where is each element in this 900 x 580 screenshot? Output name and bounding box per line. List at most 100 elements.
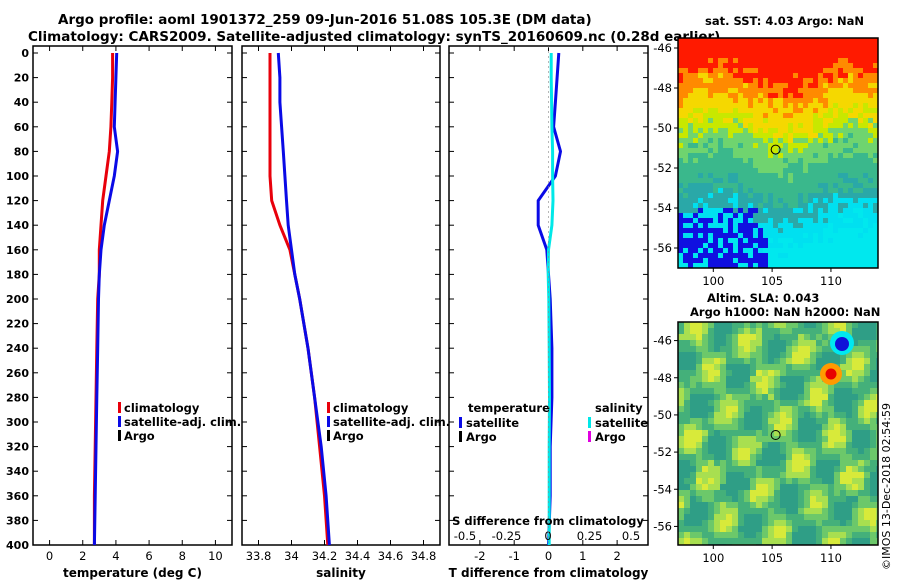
lat-tick-label: -50: [653, 408, 672, 422]
depth-tick-label: 340: [6, 465, 29, 478]
argo-position-marker: [770, 144, 781, 155]
figure-title-line2: Climatology: CARS2009. Satellite-adjuste…: [28, 29, 721, 45]
legend-entry: Argo: [466, 430, 497, 444]
depth-tick-label: 160: [6, 244, 29, 257]
lon-tick-label: 110: [820, 274, 842, 288]
depth-tick-label: 260: [6, 367, 29, 380]
map-3-frame: [677, 37, 879, 269]
legend-swatch: [588, 431, 591, 442]
x-tick-label: -1: [508, 549, 519, 563]
lat-tick-label: -46: [653, 334, 672, 348]
lat-tick-label: -52: [653, 161, 672, 175]
sla-warm-eddy-core: [825, 368, 837, 380]
sst-map-title: sat. SST: 4.03 Argo: NaN: [705, 14, 865, 28]
legend-swatch: [118, 430, 121, 441]
x-tick-label: 34.2: [312, 549, 338, 563]
legend-entry: satellite-adj. clim.: [124, 415, 241, 429]
lon-tick-label: 110: [820, 551, 842, 565]
secondary-tick-label: 0.25: [577, 529, 603, 543]
legend-entry: Argo: [124, 429, 155, 443]
lat-tick-label: -48: [653, 371, 672, 385]
legend-swatch: [459, 431, 462, 442]
legend-swatch: [118, 402, 121, 413]
legend-swatch: [459, 417, 462, 428]
secondary-tick-label: 0.5: [622, 529, 640, 543]
legend-swatch: [327, 416, 330, 427]
depth-tick-label: 280: [6, 391, 29, 404]
series-line-salinity-satellite: [546, 53, 555, 545]
series-line-satellite-adj-clim-: [92, 52, 120, 546]
x-tick-label: -2: [474, 549, 485, 563]
x-tick-label: 4: [112, 549, 119, 563]
depth-tick-label: 20: [14, 72, 30, 85]
x-axis-label: salinity: [316, 566, 366, 580]
map-4-frame: [677, 321, 879, 546]
legend-entry: Argo: [595, 430, 626, 444]
profile-panel-1-frame: [32, 45, 233, 546]
sla-map-subtitle: Argo h1000: NaN h2000: NaN: [690, 305, 881, 319]
lat-tick-label: -54: [653, 482, 672, 496]
x-tick-label: 10: [208, 549, 223, 563]
depth-tick-label: 140: [6, 219, 29, 232]
sla-map-title: Altim. SLA: 0.043: [707, 291, 820, 305]
secondary-tick-label: 0: [544, 529, 551, 543]
legend-swatch: [118, 416, 121, 427]
depth-tick-label: 0: [21, 47, 29, 60]
depth-tick-label: 220: [6, 318, 29, 331]
map-3-cells: [678, 38, 879, 269]
legend-entry: Argo: [333, 429, 364, 443]
legend-entry: satellite: [466, 416, 519, 430]
x-tick-label: 0: [46, 549, 53, 563]
x-tick-label: 1: [579, 549, 586, 563]
legend-header-salinity: salinity: [595, 401, 643, 415]
lat-tick-label: -54: [653, 201, 672, 215]
figure-title-line1: Argo profile: aoml 1901372_259 09-Jun-20…: [58, 12, 592, 28]
sla-cold-eddy-core: [835, 337, 849, 351]
legend-entry: satellite-adj. clim.: [333, 415, 450, 429]
lat-tick-label: -50: [653, 121, 672, 135]
depth-tick-label: 320: [6, 441, 29, 454]
legend-swatch: [327, 402, 330, 413]
lat-tick-label: -56: [653, 519, 672, 533]
map-4-cells: [678, 322, 879, 546]
x-axis-label: T difference from climatology: [449, 566, 649, 580]
x-tick-label: 0: [545, 549, 552, 563]
profile-panel-2-frame: [241, 45, 441, 546]
legend-swatch: [327, 430, 330, 441]
lon-tick-label: 100: [702, 551, 724, 565]
legend-swatch: [588, 417, 591, 428]
x-tick-label: 2: [613, 549, 620, 563]
depth-tick-label: 240: [6, 342, 29, 355]
lon-tick-label: 100: [702, 274, 724, 288]
depth-tick-label: 100: [6, 170, 29, 183]
depth-tick-label: 60: [14, 121, 30, 134]
legend-entry: climatology: [333, 401, 409, 415]
argo-position-marker: [770, 429, 781, 440]
lat-tick-label: -46: [653, 41, 672, 55]
legend-entry: satellite: [595, 416, 648, 430]
lon-tick-label: 105: [761, 551, 783, 565]
x-tick-label: 34: [284, 549, 299, 563]
depth-tick-label: 120: [6, 195, 29, 208]
legend-header-temperature: temperature: [468, 401, 550, 415]
lon-tick-label: 105: [761, 274, 783, 288]
depth-tick-label: 40: [14, 96, 30, 109]
series-line-temperature-satellite: [536, 52, 562, 546]
depth-tick-label: 360: [6, 490, 29, 503]
depth-tick-label: 200: [6, 293, 29, 306]
series-line-satellite-adj-clim-: [276, 52, 331, 546]
lat-tick-label: -48: [653, 81, 672, 95]
lat-tick-label: -56: [653, 241, 672, 255]
x-tick-label: 6: [145, 549, 152, 563]
lat-tick-label: -52: [653, 445, 672, 459]
x-tick-label: 8: [179, 549, 186, 563]
x-tick-label: 34.4: [345, 549, 371, 563]
x-tick-label: 2: [79, 549, 86, 563]
x-tick-label: 34.6: [378, 549, 404, 563]
depth-tick-label: 400: [6, 539, 29, 552]
depth-tick-label: 300: [6, 416, 29, 429]
x-tick-label: 33.8: [246, 549, 272, 563]
secondary-tick-label: -0.25: [492, 529, 522, 543]
secondary-tick-label: -0.5: [454, 529, 476, 543]
